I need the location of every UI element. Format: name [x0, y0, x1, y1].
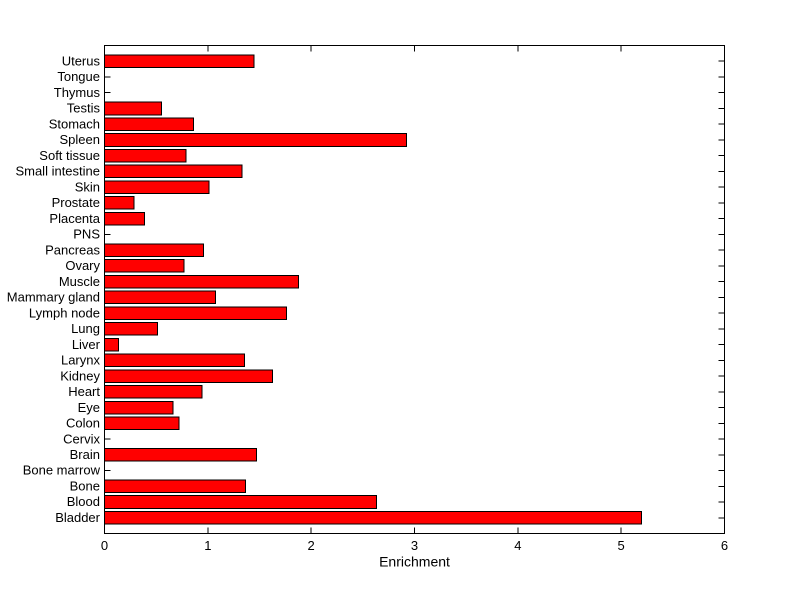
svg-text:Bladder: Bladder: [55, 510, 100, 525]
svg-text:Bone marrow: Bone marrow: [23, 463, 101, 478]
svg-text:4: 4: [514, 538, 521, 553]
svg-text:Skin: Skin: [75, 179, 100, 194]
svg-text:Eye: Eye: [78, 400, 100, 415]
svg-text:Larynx: Larynx: [61, 353, 101, 368]
svg-text:Stomach: Stomach: [49, 116, 100, 131]
svg-text:1: 1: [204, 538, 211, 553]
svg-text:Prostate: Prostate: [52, 195, 100, 210]
svg-text:3: 3: [411, 538, 418, 553]
svg-text:5: 5: [618, 538, 625, 553]
svg-text:Lymph node: Lymph node: [29, 305, 100, 320]
svg-text:Tongue: Tongue: [57, 69, 100, 84]
svg-text:Lung: Lung: [71, 321, 100, 336]
svg-text:6: 6: [721, 538, 728, 553]
svg-text:Thymus: Thymus: [54, 85, 101, 100]
svg-text:Mammary gland: Mammary gland: [7, 290, 100, 305]
svg-text:0: 0: [101, 538, 108, 553]
svg-text:Soft tissue: Soft tissue: [39, 148, 100, 163]
svg-text:Uterus: Uterus: [62, 53, 101, 68]
svg-text:Enrichment: Enrichment: [379, 554, 450, 570]
svg-text:2: 2: [308, 538, 315, 553]
svg-text:Heart: Heart: [68, 384, 100, 399]
svg-text:PNS: PNS: [73, 227, 100, 242]
svg-text:Liver: Liver: [72, 337, 101, 352]
svg-text:Placenta: Placenta: [49, 211, 100, 226]
svg-text:Bone: Bone: [70, 478, 100, 493]
svg-text:Pancreas: Pancreas: [45, 242, 100, 257]
svg-text:Testis: Testis: [67, 101, 101, 116]
svg-text:Brain: Brain: [70, 447, 100, 462]
svg-text:Spleen: Spleen: [60, 132, 100, 147]
svg-text:Blood: Blood: [67, 494, 100, 509]
svg-text:Cervix: Cervix: [63, 431, 100, 446]
svg-text:Muscle: Muscle: [59, 274, 100, 289]
svg-text:Small intestine: Small intestine: [15, 164, 100, 179]
svg-text:Colon: Colon: [66, 416, 100, 431]
svg-text:Kidney: Kidney: [60, 368, 100, 383]
svg-text:Ovary: Ovary: [65, 258, 100, 273]
